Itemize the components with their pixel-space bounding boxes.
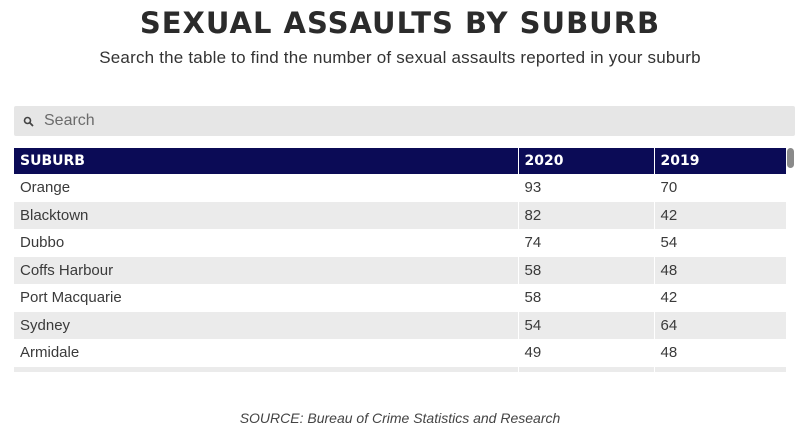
- suburb-cell: Armidale: [14, 339, 519, 367]
- table-row: Coffs Harbour 58 48: [14, 256, 786, 284]
- suburb-cell: Port Macquarie: [14, 284, 519, 312]
- table-row: Armidale 49 48: [14, 339, 786, 367]
- suburb-cell: Coffs Harbour: [14, 256, 519, 284]
- results-table-container[interactable]: SUBURB 2020 2019 Orange 93 70 Blacktown …: [14, 148, 786, 372]
- suburb-cell: Orange: [14, 174, 519, 202]
- count-2020-cell: 93: [518, 174, 655, 202]
- count-2020-cell: 58: [518, 256, 655, 284]
- count-2019-cell: 42: [654, 201, 786, 229]
- column-header-2020[interactable]: 2020: [518, 148, 655, 174]
- table-row: Orange 93 70: [14, 174, 786, 202]
- count-2019-cell: 42: [654, 284, 786, 312]
- page-subtitle: Search the table to find the number of s…: [99, 48, 701, 67]
- column-header-suburb[interactable]: SUBURB: [14, 148, 519, 174]
- count-2020-cell: [518, 366, 655, 372]
- count-2019-cell: 48: [654, 339, 786, 367]
- count-2020-cell: 54: [518, 311, 655, 339]
- count-2019-cell: [654, 366, 786, 372]
- count-2019-cell: 54: [654, 229, 786, 257]
- suburb-cell: Sydney: [14, 311, 519, 339]
- search-bar[interactable]: [14, 106, 795, 136]
- table-header-row: SUBURB 2020 2019: [14, 148, 786, 174]
- count-2020-cell: 82: [518, 201, 655, 229]
- source-note: SOURCE: Bureau of Crime Statistics and R…: [239, 410, 561, 426]
- suburb-cell: [14, 366, 519, 372]
- suburb-cell: Dubbo: [14, 229, 519, 257]
- scrollbar-thumb[interactable]: [787, 148, 794, 168]
- table-row: Blacktown 82 42: [14, 201, 786, 229]
- search-input[interactable]: [42, 107, 795, 135]
- table-row: [14, 366, 786, 372]
- table-scrollbar[interactable]: [787, 148, 795, 372]
- count-2020-cell: 49: [518, 339, 655, 367]
- count-2020-cell: 74: [518, 229, 655, 257]
- count-2019-cell: 70: [654, 174, 786, 202]
- page-title: SEXUAL ASSAULTS BY SUBURB: [139, 6, 661, 40]
- table-row: Dubbo 74 54: [14, 229, 786, 257]
- count-2020-cell: 58: [518, 284, 655, 312]
- count-2019-cell: 48: [654, 256, 786, 284]
- results-table: SUBURB 2020 2019 Orange 93 70 Blacktown …: [14, 148, 786, 372]
- table-row: Sydney 54 64: [14, 311, 786, 339]
- column-header-2019[interactable]: 2019: [654, 148, 786, 174]
- table-row: Port Macquarie 58 42: [14, 284, 786, 312]
- count-2019-cell: 64: [654, 311, 786, 339]
- search-icon: [14, 116, 42, 127]
- suburb-cell: Blacktown: [14, 201, 519, 229]
